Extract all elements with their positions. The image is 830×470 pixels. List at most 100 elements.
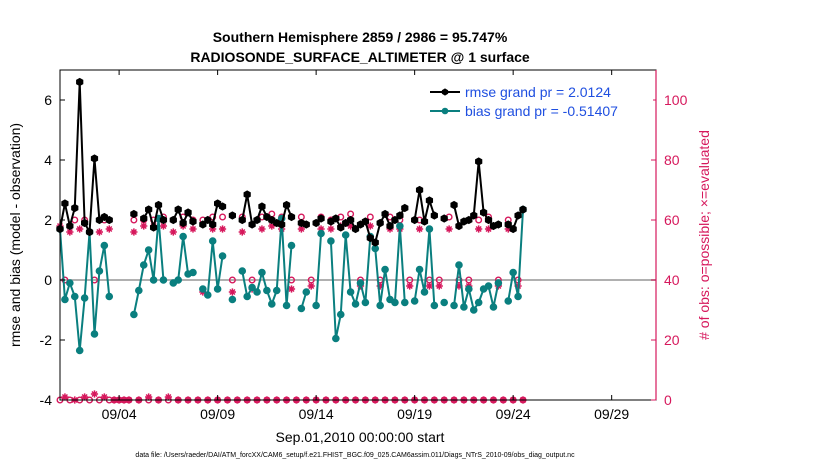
rmse-point (204, 215, 212, 225)
y-right-tick-label: 40 (664, 272, 680, 288)
x-tick-label: 09/04 (102, 406, 137, 422)
bias-point (450, 301, 458, 310)
obs-evaluated-marker (287, 285, 296, 293)
rmse-point (169, 215, 177, 225)
bias-point (80, 294, 89, 302)
obs-possible-marker (475, 216, 483, 224)
obs-evaluated-marker (455, 282, 463, 290)
rmse-point (317, 214, 325, 223)
rmse-point (479, 208, 488, 217)
bias-point (391, 298, 399, 307)
rmse-point (366, 233, 374, 243)
chart-title-line-1: Southern Hemisphere 2859 / 2986 = 95.747… (213, 29, 508, 45)
bias-point (208, 237, 217, 245)
obs-evaluated-marker (159, 222, 168, 230)
bias-point (410, 297, 419, 305)
rmse-point (66, 221, 74, 231)
bias-point (297, 304, 306, 313)
y-axis-left-label: rmse and bias (model - observation) (7, 123, 23, 347)
bias-point (484, 282, 493, 290)
bias-point (469, 306, 478, 314)
bias-point (455, 261, 463, 269)
rmse-point (282, 200, 291, 210)
bias-point (130, 310, 138, 319)
obs-evaluated-marker (258, 225, 266, 233)
rmse-point (184, 208, 192, 217)
rmse-point (218, 202, 227, 211)
bias-point (174, 276, 183, 284)
rmse-point (149, 223, 158, 232)
obs-evaluated-marker (425, 282, 434, 290)
bias-point (66, 279, 74, 287)
obs-evaluated-marker (81, 393, 89, 401)
obs-possible-marker (209, 213, 217, 221)
x-tick-label: 09/29 (594, 406, 629, 422)
bias-point (243, 292, 251, 301)
rmse-point (159, 215, 168, 225)
bias-point (238, 267, 247, 275)
rmse-point (361, 217, 370, 226)
bias-point (268, 300, 276, 308)
bias-point (440, 298, 448, 307)
rmse-point (401, 203, 409, 213)
rmse-point (494, 220, 502, 229)
obs-evaluated-marker (376, 282, 384, 290)
bias-point (396, 222, 404, 230)
obs-evaluated-marker (415, 225, 424, 233)
legend-bias-label: bias grand pr = -0.51407 (465, 103, 618, 119)
bias-point (514, 292, 522, 301)
plot-area: 09/04 09/09 09/14 09/19 09/24 09/29-4-2024602… (40, 69, 688, 422)
bias-point (100, 241, 109, 250)
bias-point (400, 298, 409, 307)
bias-point (149, 276, 158, 284)
rmse-point (243, 190, 251, 199)
x-tick-label: 09/14 (299, 406, 334, 422)
bias-point (420, 288, 429, 296)
obs-evaluated-marker (76, 225, 84, 233)
rmse-point (189, 217, 197, 226)
bias-point (70, 292, 79, 301)
obs-evaluated-marker (61, 393, 69, 401)
rmse-point (154, 200, 163, 210)
obs-possible-marker (228, 276, 236, 284)
obs-evaluated-marker (105, 225, 113, 233)
y-left-tick-label: 0 (44, 272, 52, 288)
rmse-point (228, 211, 237, 220)
obs-evaluated-marker (130, 228, 138, 236)
obs-evaluated-marker (189, 225, 197, 233)
obs-evaluated-marker (228, 288, 236, 296)
rmse-point (85, 227, 94, 237)
obs-evaluated-marker (90, 390, 99, 398)
y-left-tick-label: 2 (44, 212, 52, 228)
obs-evaluated-marker (268, 222, 276, 230)
obs-evaluated-marker (504, 225, 512, 233)
bias-point (465, 285, 473, 293)
obs-evaluated-marker (297, 225, 305, 233)
rmse-point (140, 214, 148, 223)
bias-point (361, 298, 370, 307)
bias-point (346, 288, 355, 296)
bias-point (159, 276, 168, 284)
bias-point (228, 295, 237, 304)
obs-evaluated-marker (435, 282, 443, 290)
x-tick-label: 09/09 (200, 406, 235, 422)
bias-point (415, 265, 424, 274)
obs-evaluated-marker (475, 225, 483, 233)
rmse-point (90, 154, 99, 163)
rmse-point (105, 215, 113, 225)
legend-rmse-label: rmse grand pr = 2.0124 (465, 84, 611, 100)
bias-point (135, 286, 143, 295)
rmse-point (253, 215, 261, 225)
rmse-point (430, 211, 438, 220)
bias-point (199, 285, 207, 293)
bias-point (351, 300, 360, 308)
obs-evaluated-marker (209, 225, 217, 233)
bias-point (248, 283, 256, 292)
bias-point (317, 229, 325, 238)
rmse-point (76, 77, 84, 87)
rmse-point (371, 238, 379, 247)
y-right-tick-label: 20 (664, 332, 680, 348)
y-left-tick-label: 6 (44, 92, 52, 108)
bias-point (253, 288, 261, 296)
rmse-point (179, 218, 187, 228)
